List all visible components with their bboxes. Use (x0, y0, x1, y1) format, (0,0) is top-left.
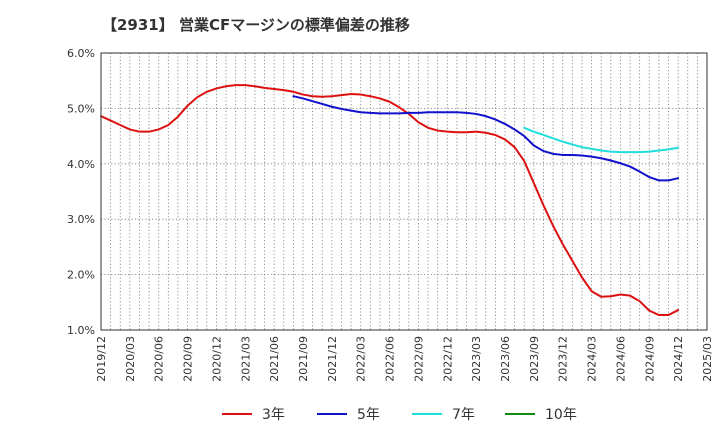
axis-layer: 1.0% 2.0% 3.0% 4.0% 5.0% 6.0% 2019/12 2020/03 20… (67, 47, 714, 382)
y-tick-label: 4.0% (67, 158, 95, 171)
x-tick-label: 2021/09 (297, 336, 310, 382)
x-tick-label: 2023/09 (528, 336, 541, 382)
x-tick-label: 2023/06 (499, 336, 512, 382)
chart-title: 【2931】 営業CFマージンの標準偏差の推移 (102, 16, 410, 34)
x-tick-label: 2019/12 (95, 336, 108, 382)
grid-layer (101, 53, 707, 330)
x-tick-label: 2022/03 (355, 336, 368, 382)
plot-border (100, 52, 708, 331)
x-tick-label: 2022/12 (441, 336, 454, 382)
x-tick-label: 2020/12 (210, 336, 223, 382)
series-layer (100, 84, 680, 317)
x-tick-label: 2023/12 (557, 336, 570, 382)
x-tick-label: 2022/09 (412, 336, 425, 382)
series-line-7年 (523, 126, 680, 154)
x-tick-label: 2022/06 (384, 336, 397, 382)
x-tick-label: 2024/12 (672, 336, 685, 382)
x-tick-label: 2024/06 (614, 336, 627, 382)
plot-background (101, 53, 707, 330)
y-tick-label: 1.0% (67, 324, 95, 337)
x-tick-label: 2023/03 (470, 336, 483, 382)
y-tick-label: 5.0% (67, 102, 95, 115)
y-tick-label: 6.0% (67, 47, 95, 60)
x-tick-label: 2025/03 (701, 336, 714, 382)
legend-label: 5年 (357, 407, 380, 423)
x-tick-label: 2021/12 (326, 336, 339, 382)
x-tick-label: 2020/03 (124, 336, 137, 382)
legend-label: 3年 (262, 407, 285, 423)
y-tick-label: 2.0% (67, 269, 95, 282)
legend-label: 7年 (452, 407, 475, 423)
x-tick-label: 2021/06 (268, 336, 281, 382)
x-tick-label: 2020/06 (153, 336, 166, 382)
series-line-3年 (100, 84, 680, 317)
x-tick-label: 2024/03 (586, 336, 599, 382)
series-line-5年 (292, 95, 680, 182)
x-tick-label: 2020/09 (182, 336, 195, 382)
legend-layer: 3年 5年 7年 10年 (222, 407, 577, 423)
x-tick-label: 2024/09 (643, 336, 656, 382)
x-tick-label: 2021/03 (239, 336, 252, 382)
legend-label: 10年 (545, 407, 577, 423)
y-tick-label: 3.0% (67, 213, 95, 226)
